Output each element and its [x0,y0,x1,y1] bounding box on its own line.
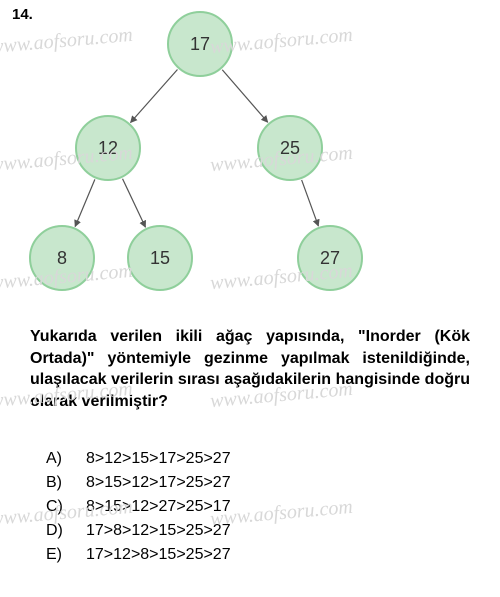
answer-option[interactable]: D) 17>8>12>15>25>27 [46,522,466,540]
answer-option[interactable]: A) 8>12>15>17>25>27 [46,450,466,468]
tree-node: 15 [127,225,193,291]
option-text: 17>12>8>15>25>27 [86,546,231,564]
tree-node: 12 [75,115,141,181]
option-letter: D) [46,522,68,540]
answer-option[interactable]: B) 8>15>12>17>25>27 [46,474,466,492]
option-letter: E) [46,546,68,564]
tree-node: 27 [297,225,363,291]
tree-edge [123,179,146,228]
tree-edge [222,70,268,123]
tree-edge [302,180,319,226]
question-text: Yukarıda verilen ikili ağaç yapısında, "… [30,326,470,412]
tree-node: 8 [29,225,95,291]
answer-option[interactable]: C) 8>15>12>27>25>17 [46,498,466,516]
tree-node: 17 [167,11,233,77]
option-letter: B) [46,474,68,492]
tree-node: 25 [257,115,323,181]
tree-edge [131,69,178,122]
option-letter: A) [46,450,68,468]
binary-tree-diagram: 17 12 25 8 15 27 [0,0,500,320]
option-text: 8>15>12>17>25>27 [86,474,231,492]
tree-edge [75,179,95,226]
option-text: 17>8>12>15>25>27 [86,522,231,540]
answer-option[interactable]: E) 17>12>8>15>25>27 [46,546,466,564]
option-text: 8>15>12>27>25>17 [86,498,231,516]
option-letter: C) [46,498,68,516]
answer-options: A) 8>12>15>17>25>27 B) 8>15>12>17>25>27 C) 8>… [46,450,466,570]
option-text: 8>12>15>17>25>27 [86,450,231,468]
